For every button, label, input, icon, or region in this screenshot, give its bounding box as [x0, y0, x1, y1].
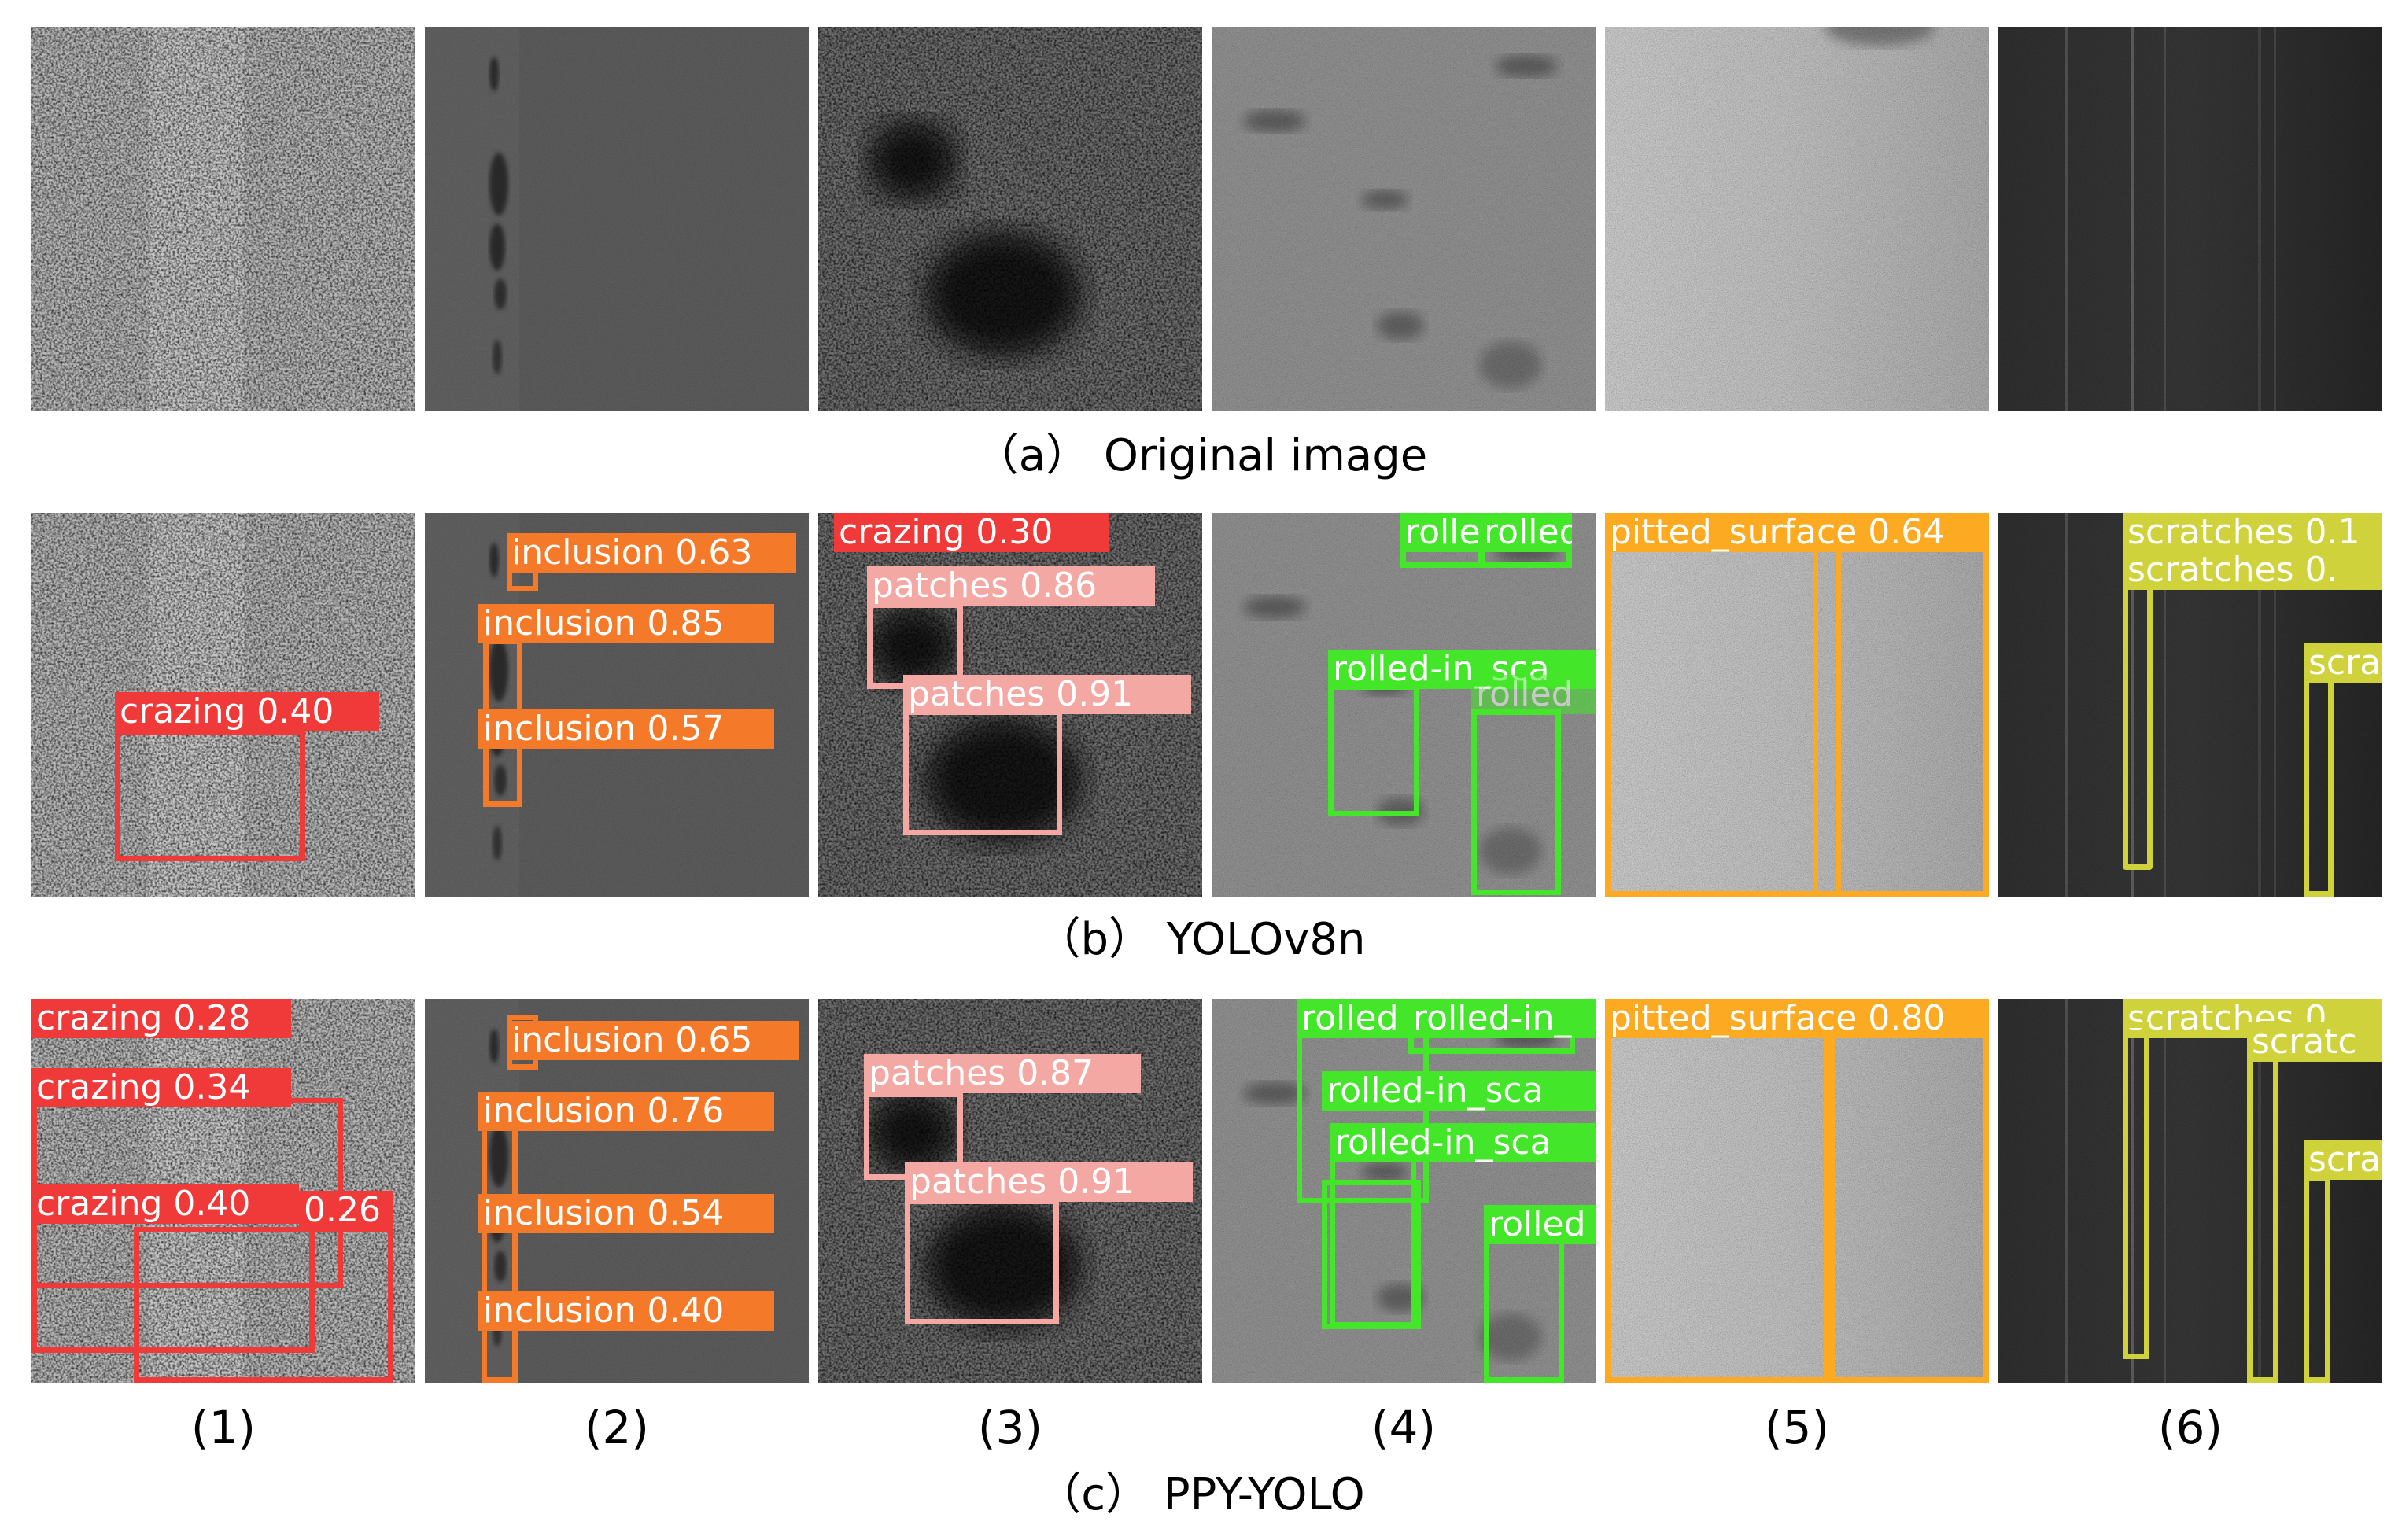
detection-label: crazing 0.28 [31, 999, 291, 1038]
detection-box [1471, 709, 1561, 895]
detection-box [1824, 1030, 1835, 1383]
detection-label: patches 0.91 [903, 675, 1191, 714]
detection-label: pitted_surface 0.80 [1605, 999, 1989, 1038]
detection-box [2304, 678, 2334, 897]
yolov8n-image-4: rolle rolled rolled-in_sca rolled [1212, 513, 1596, 897]
detection-label: rolle [1400, 513, 1484, 552]
yolov8n-image-6: scratches 0.1 scratches 0. scra [1998, 513, 2382, 897]
detection-box [134, 1227, 393, 1383]
detection-label: inclusion 0.40 [478, 1291, 774, 1331]
detection-label: rolled-in_sca [1330, 1123, 1596, 1162]
detection-box [1605, 513, 1989, 897]
ppyolo-image-2: inclusion 0.65 inclusion 0.76 inclusion … [425, 999, 809, 1383]
ppyolo-image-5: pitted_surface 0.80 [1605, 999, 1989, 1383]
yolov8n-image-3: crazing 0.30 patches 0.86 patches 0.91 [818, 513, 1202, 897]
detection-label: inclusion 0.54 [478, 1194, 774, 1233]
caption-c: （c） PPY-YOLO [1037, 1469, 1365, 1520]
detection-label: patches 0.91 [905, 1162, 1193, 1202]
ppyolo-image-6: scratches 0. scratc scra [1998, 999, 2382, 1383]
detection-label: scratches 0.1 [2123, 513, 2382, 552]
detection-box [903, 709, 1062, 835]
detection-label: rolled [1484, 1205, 1596, 1244]
detection-label: rolled-in_sca [1322, 1071, 1596, 1111]
original-image-1 [31, 27, 415, 411]
original-image-3 [818, 27, 1202, 411]
detection-label: scratc [2247, 1022, 2382, 1062]
detection-box [2123, 1022, 2149, 1359]
ppyolo-image-1: crazing 0.28 crazing 0.34 0.26 crazing 0… [31, 999, 415, 1383]
original-image-4 [1212, 27, 1596, 411]
detection-box [482, 1109, 518, 1383]
caption-b: （b） YOLOv8n [1036, 914, 1366, 965]
detection-label: scratches 0. [2123, 551, 2382, 590]
column-label-6: (6) [2157, 1401, 2223, 1454]
column-label-4: (4) [1371, 1401, 1437, 1454]
column-label-3: (3) [977, 1401, 1043, 1454]
original-image-2 [425, 27, 809, 411]
detection-label: inclusion 0.63 [507, 533, 796, 573]
detection-label: crazing 0.34 [31, 1068, 291, 1107]
original-image-6 [1998, 27, 2382, 411]
detection-label: rolled [1479, 513, 1572, 552]
detection-box [2304, 1175, 2330, 1383]
detection-label: rolled [1471, 675, 1596, 714]
detection-box [1605, 999, 1989, 1383]
caption-a: （a） Original image [974, 430, 1428, 481]
detection-label: inclusion 0.76 [478, 1092, 774, 1131]
ppyolo-image-4: rolled rolled-in_ rolled-in_sca rolled-i… [1212, 999, 1596, 1383]
column-label-1: (1) [190, 1401, 256, 1454]
detection-label: pitted_surface 0.64 [1605, 513, 1989, 552]
yolov8n-image-2: inclusion 0.63 inclusion 0.85 inclusion … [425, 513, 809, 897]
ppyolo-image-3: patches 0.87 patches 0.91 [818, 999, 1202, 1383]
detection-box [115, 729, 305, 861]
detection-label: rolled [1297, 999, 1419, 1038]
detection-label: patches 0.87 [864, 1054, 1141, 1093]
detection-box [2123, 584, 2153, 870]
column-label-2: (2) [584, 1401, 650, 1454]
detection-box [1484, 1238, 1564, 1383]
detection-label: inclusion 0.57 [478, 709, 774, 749]
column-label-5: (5) [1764, 1401, 1830, 1454]
original-image-5 [1605, 27, 1989, 411]
detection-box [1328, 684, 1419, 816]
detection-label: inclusion 0.65 [507, 1021, 799, 1060]
detection-label: 0.26 [299, 1191, 393, 1230]
detection-label: crazing 0.40 [31, 1184, 299, 1224]
detection-label: rolled-in_ [1408, 999, 1596, 1038]
detection-label: crazing 0.30 [834, 513, 1109, 552]
detection-label: scra [2304, 643, 2382, 683]
detection-label: crazing 0.40 [115, 692, 379, 731]
detection-label: patches 0.86 [867, 566, 1155, 606]
yolov8n-image-1: crazing 0.40 [31, 513, 415, 897]
detection-box [1813, 544, 1841, 897]
detection-box [905, 1199, 1059, 1324]
detection-label: inclusion 0.85 [478, 604, 774, 643]
detection-box [2247, 1044, 2278, 1383]
yolov8n-image-5: pitted_surface 0.64 [1605, 513, 1989, 897]
detection-label: scra [2304, 1140, 2382, 1180]
detection-box [1330, 1156, 1416, 1328]
